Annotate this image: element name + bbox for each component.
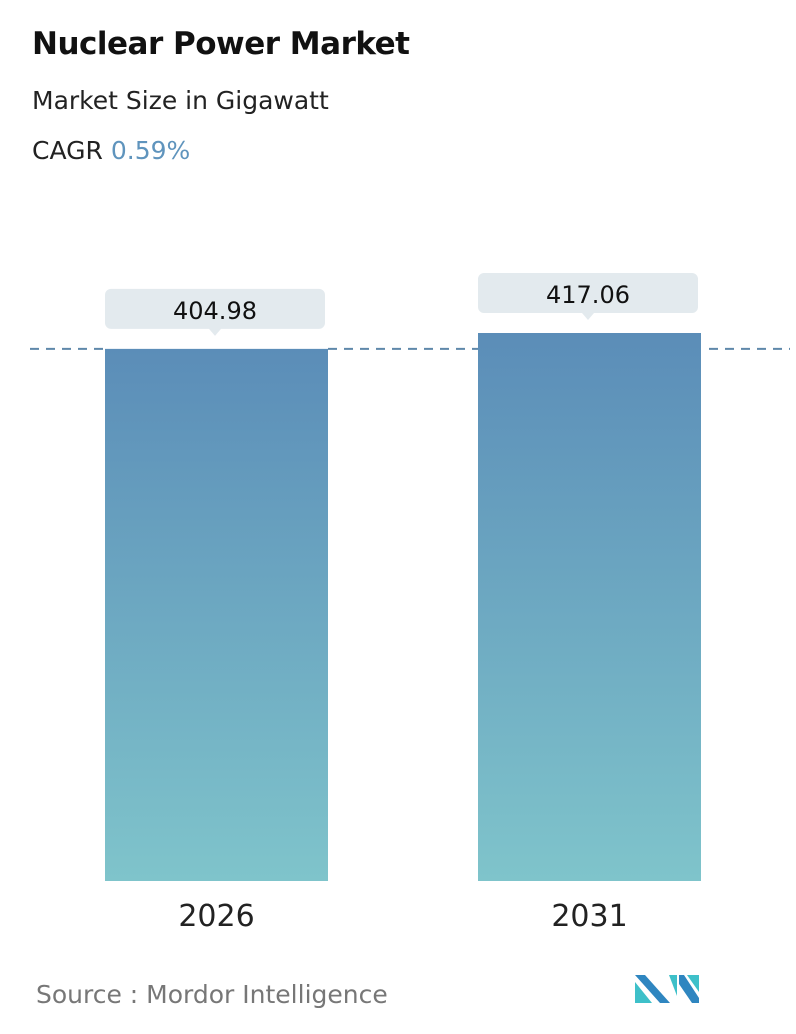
cagr-label: CAGR [32,136,103,165]
bar-chart: 404.98 2026 417.06 2031 [30,273,790,934]
cagr: CAGR 0.59% [32,136,190,165]
bar-2026 [105,348,328,881]
value-label: 404.98 [173,297,257,325]
cagr-value: 0.59% [110,136,191,165]
value-label: 417.06 [546,281,630,309]
chart-subtitle: Market Size in Gigawatt [32,86,329,115]
category-label: 2031 [551,899,627,934]
source-text: Source : Mordor Intelligence [36,980,388,1009]
mordor-logo [635,975,699,1003]
chart-title: Nuclear Power Market [32,26,410,62]
value-label-box [105,288,325,336]
value-label-box [478,273,698,320]
category-label: 2026 [178,899,254,934]
bar-2031 [478,333,701,881]
